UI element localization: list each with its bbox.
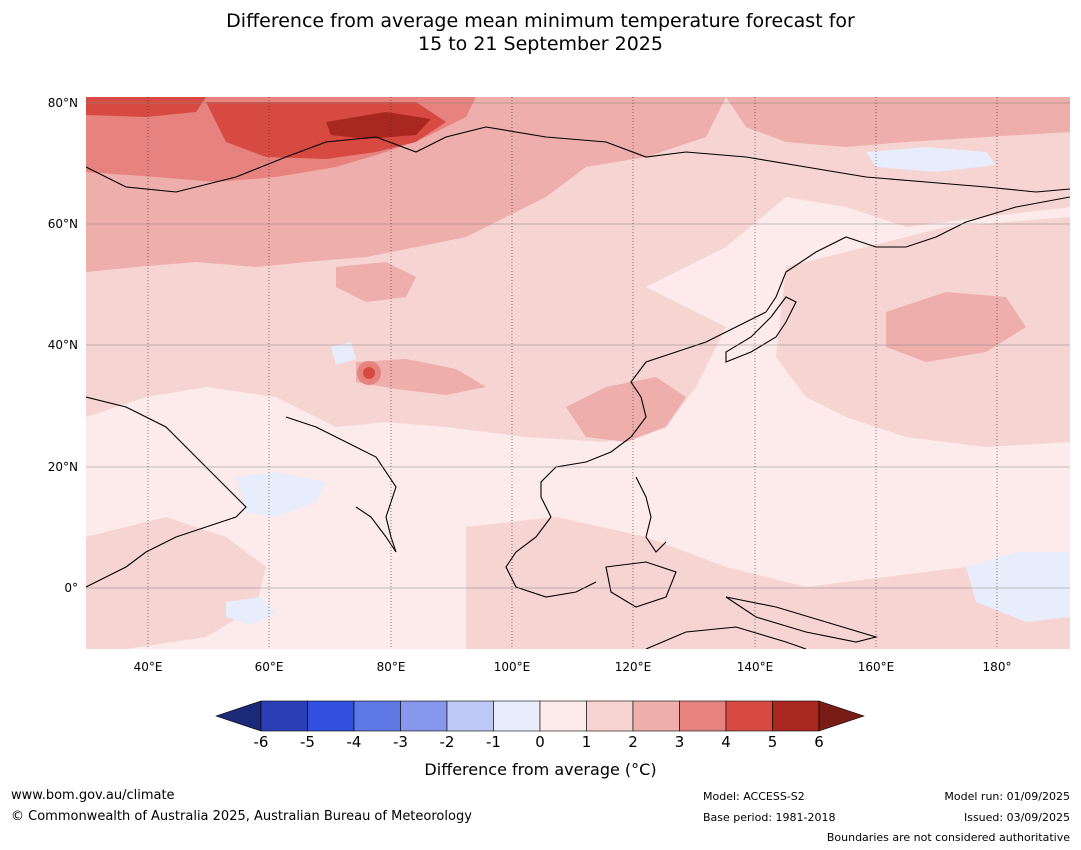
anomaly-cool-patch-india <box>236 472 326 517</box>
lon-label-60e: 60°E <box>254 660 284 674</box>
coastline-southeast-asia <box>505 516 597 598</box>
colorbar-extend-low <box>215 700 262 732</box>
lon-label-80e: 80°E <box>376 660 406 674</box>
coastline-japan <box>725 296 797 363</box>
colorbar-label: Difference from average (°C) <box>424 760 657 779</box>
colorbar-cell <box>539 700 587 732</box>
colorbar-tick-label: -5 <box>300 733 315 751</box>
colorbar-cell <box>260 700 308 732</box>
anomaly-hotspot-inner <box>363 367 375 379</box>
coastline-new-guinea <box>725 596 879 643</box>
lon-label-100e: 100°E <box>493 660 531 674</box>
lat-label-80n: 80°N <box>47 96 78 110</box>
anomaly-band-5-6 <box>326 112 431 139</box>
anomaly-band-4-5-coast <box>86 97 206 117</box>
colorbar-tick-label: 0 <box>535 733 545 751</box>
chart-title-line-1: Difference from average mean minimum tem… <box>226 10 855 32</box>
lon-label-140e: 140°E <box>736 660 774 674</box>
colorbar-tick-label: 1 <box>581 733 592 751</box>
anomaly-band-1-2-south <box>466 517 1070 649</box>
colorbar-tick-label: -1 <box>486 733 501 751</box>
anomaly-band-2-3-china <box>566 377 686 442</box>
graticule <box>86 102 1070 589</box>
colorbar-cell <box>307 700 355 732</box>
anomaly-band-1-2-indian-ocean <box>86 517 266 649</box>
anomaly-band-2-3-plateau <box>356 359 486 395</box>
colorbar <box>215 700 865 732</box>
colorbar-cell <box>725 700 773 732</box>
colorbar-cell <box>400 700 448 732</box>
coastline-arabia-africa <box>86 396 247 588</box>
model-name: Model: ACCESS-S2 <box>703 790 805 803</box>
colorbar-cell <box>353 700 401 732</box>
lat-label-equator: 0° <box>64 581 78 595</box>
boundaries-disclaimer: Boundaries are not considered authoritat… <box>826 831 1070 844</box>
colorbar-tick-label: 5 <box>767 733 778 751</box>
colorbar-tick-label: 2 <box>628 733 638 751</box>
map-panel <box>86 97 1070 649</box>
colorbar-cell <box>586 700 634 732</box>
colorbar-tick-label: -3 <box>393 733 408 751</box>
coastlines <box>86 126 1070 649</box>
colorbar-tick-label: 3 <box>674 733 685 751</box>
colorbar-cell <box>446 700 494 732</box>
colorbar-cell <box>679 700 727 732</box>
coastline-india <box>285 416 397 553</box>
lon-label-180: 180° <box>982 660 1012 674</box>
lon-label-40e: 40°E <box>133 660 163 674</box>
colorbar-cell <box>772 700 820 732</box>
coastline-arctic <box>86 126 1070 193</box>
anomaly-band-2-3-pacific <box>886 292 1026 362</box>
colorbar-extend-high <box>818 700 865 732</box>
lat-label-20n: 20°N <box>47 460 78 474</box>
lon-label-160e: 160°E <box>857 660 895 674</box>
chart-title-line-2: 15 to 21 September 2025 <box>418 33 663 55</box>
colorbar-tick-label: 6 <box>814 733 824 751</box>
temperature-anomaly-map <box>86 97 1070 649</box>
graticule-meridians <box>147 97 998 649</box>
anomaly-cool-patch-pacific <box>966 552 1070 622</box>
lon-label-120e: 120°E <box>614 660 652 674</box>
colorbar-tick-label: -6 <box>253 733 269 751</box>
colorbar-cell <box>632 700 680 732</box>
coastline-east-asia <box>540 311 767 518</box>
anomaly-cool-patch-pamir <box>331 342 356 365</box>
coastline-borneo <box>605 561 677 608</box>
coastline-philippines <box>635 476 667 553</box>
coastline-australia <box>645 626 807 649</box>
base-period: Base period: 1981-2018 <box>703 811 836 824</box>
colorbar-tick-label: -4 <box>346 733 362 751</box>
colorbar-tick-label: 4 <box>721 733 731 751</box>
colorbar-cell <box>493 700 541 732</box>
anomaly-band-2-3-arctic-east <box>726 97 1070 147</box>
anomaly-cool-patch-arctic <box>866 147 996 172</box>
issued-date: Issued: 03/09/2025 <box>963 811 1070 824</box>
lat-label-40n: 40°N <box>47 338 78 352</box>
anomaly-band-2-3-central <box>336 262 416 302</box>
anomaly-cool-patch-indian-ocean <box>226 597 276 625</box>
model-run-date: Model run: 01/09/2025 <box>944 790 1070 803</box>
colorbar-cells <box>215 700 865 732</box>
lat-label-60n: 60°N <box>47 217 78 231</box>
copyright-text: © Commonwealth of Australia 2025, Austra… <box>11 809 472 824</box>
website-link[interactable]: www.bom.gov.au/climate <box>11 788 175 803</box>
colorbar-tick-label: -2 <box>439 733 455 751</box>
